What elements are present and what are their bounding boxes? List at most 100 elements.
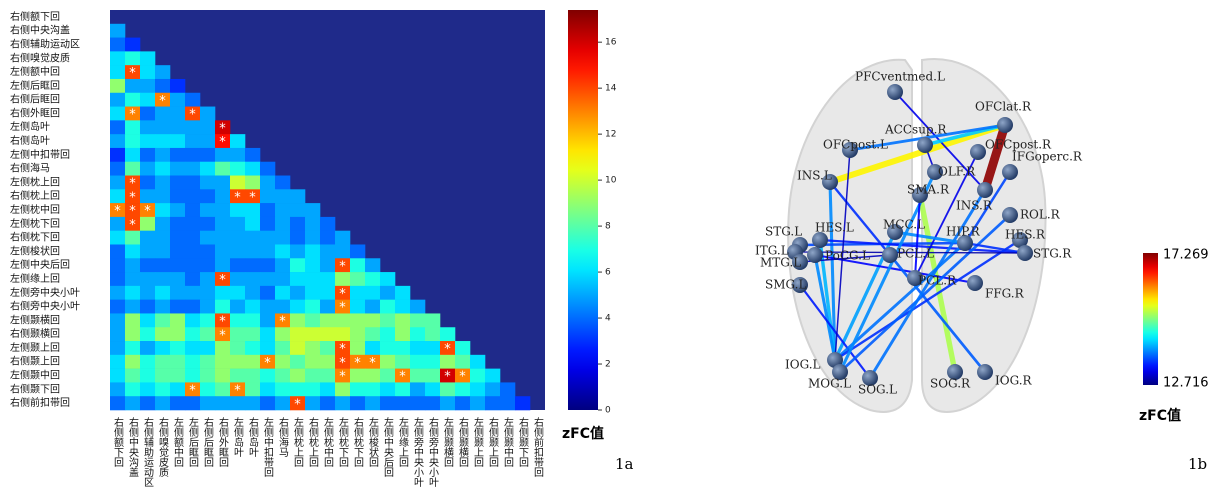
heatmap-cell <box>140 258 155 272</box>
heatmap-cell <box>110 51 125 65</box>
significance-marker: * <box>129 190 136 205</box>
heatmap-cell <box>215 396 230 410</box>
column-label: 左侧枕上回 <box>292 416 304 468</box>
heatmap-cell <box>275 258 290 272</box>
heatmap-cell <box>395 341 410 355</box>
heatmap-cell <box>275 272 290 286</box>
row-label: 右侧岛叶 <box>10 134 50 147</box>
column-label: 左侧中央后回 <box>382 416 394 478</box>
panel-label: 1b <box>1188 455 1207 473</box>
heatmap-cell <box>200 244 215 258</box>
heatmap-cell <box>320 244 335 258</box>
heatmap-cell <box>350 300 365 314</box>
heatmap-cell <box>155 217 170 231</box>
heatmap-cell <box>215 203 230 217</box>
colorbar-tick-label: 8 <box>605 222 611 232</box>
heatmap-cell <box>140 327 155 341</box>
heatmap-cell <box>170 300 185 314</box>
heatmap-cell <box>245 396 260 410</box>
heatmap-cell <box>365 382 380 396</box>
heatmap-cell <box>110 396 125 410</box>
heatmap-cell <box>185 272 200 286</box>
heatmap-cell <box>110 286 125 300</box>
row-label: 右侧颞下回 <box>10 382 60 395</box>
heatmap-cell <box>140 396 155 410</box>
column-label: 右侧嗅觉皮质 <box>157 416 169 478</box>
heatmap-cell <box>155 369 170 383</box>
heatmap-cell <box>125 244 140 258</box>
heatmap-cell <box>380 382 395 396</box>
heatmap-cell <box>125 93 140 107</box>
heatmap-cell <box>140 120 155 134</box>
heatmap-cell <box>425 355 440 369</box>
row-label: 右侧嗅觉皮质 <box>10 51 70 64</box>
heatmap-cell <box>290 300 305 314</box>
heatmap-cell <box>170 369 185 383</box>
heatmap-cell <box>200 162 215 176</box>
heatmap-cell <box>470 355 485 369</box>
column-label: 右侧颞横回 <box>457 416 469 468</box>
row-label: 右侧旁中央小叶 <box>10 300 80 313</box>
heatmap-cell <box>185 231 200 245</box>
significance-marker: * <box>234 383 241 398</box>
colorbar-tick-label: 10 <box>605 176 617 186</box>
heatmap-cell <box>155 341 170 355</box>
column-label: 左侧额中回 <box>172 416 184 468</box>
significance-marker: * <box>234 190 241 205</box>
heatmap-cell <box>110 369 125 383</box>
row-label: 右侧枕上回 <box>10 189 60 202</box>
heatmap-cell <box>155 65 170 79</box>
column-label: 右侧枕上回 <box>307 416 319 468</box>
heatmap-cell <box>245 244 260 258</box>
heatmap-cell <box>110 79 125 93</box>
heatmap-cell <box>110 107 125 121</box>
significance-marker: * <box>444 342 451 357</box>
row-label: 左侧中扣带回 <box>10 148 70 161</box>
heatmap-cell <box>200 231 215 245</box>
heatmap-cell <box>110 38 125 52</box>
heatmap-cell <box>155 300 170 314</box>
row-label: 右侧后眶回 <box>10 93 60 106</box>
heatmap-cell <box>260 272 275 286</box>
heatmap-cell <box>125 134 140 148</box>
heatmap-cell <box>200 286 215 300</box>
heatmap-cell <box>410 382 425 396</box>
heatmap-cell <box>215 258 230 272</box>
heatmap-cell <box>395 300 410 314</box>
heatmap-cell <box>230 176 245 190</box>
heatmap-cell <box>230 134 245 148</box>
heatmap-cell <box>305 313 320 327</box>
heatmap-cell <box>305 300 320 314</box>
heatmap-cell <box>305 369 320 383</box>
heatmap-cell <box>455 396 470 410</box>
figure: zFC值 1a 17.269 12.716 zFC值 1b 右侧额下回右侧额下回… <box>0 0 1210 493</box>
heatmap-cell <box>185 355 200 369</box>
heatmap-cell <box>380 300 395 314</box>
row-label: 左侧颞中回 <box>10 369 60 382</box>
heatmap-cell <box>200 272 215 286</box>
heatmap-cell <box>170 258 185 272</box>
heatmap-cell <box>200 258 215 272</box>
heatmap-cell <box>305 231 320 245</box>
heatmap-cell <box>455 341 470 355</box>
heatmap-cell <box>395 313 410 327</box>
significance-marker: * <box>114 204 121 219</box>
heatmap-cell <box>320 382 335 396</box>
row-label: 左侧旁中央小叶 <box>10 286 80 299</box>
panel-label: 1a <box>615 455 634 473</box>
heatmap-cell <box>410 327 425 341</box>
column-label: 右侧额下回 <box>112 416 124 468</box>
heatmap-cell <box>245 369 260 383</box>
heatmap-cell <box>290 327 305 341</box>
heatmap-cell <box>290 244 305 258</box>
heatmap-cell <box>395 286 410 300</box>
heatmap-cell <box>170 93 185 107</box>
heatmap-cell <box>140 272 155 286</box>
colorbar-tick-label: 12 <box>605 130 616 140</box>
heatmap-cell <box>170 313 185 327</box>
heatmap-cell <box>140 162 155 176</box>
heatmap-cell <box>365 300 380 314</box>
heatmap-cell <box>365 286 380 300</box>
heatmap-cell <box>440 396 455 410</box>
heatmap-cell <box>170 203 185 217</box>
